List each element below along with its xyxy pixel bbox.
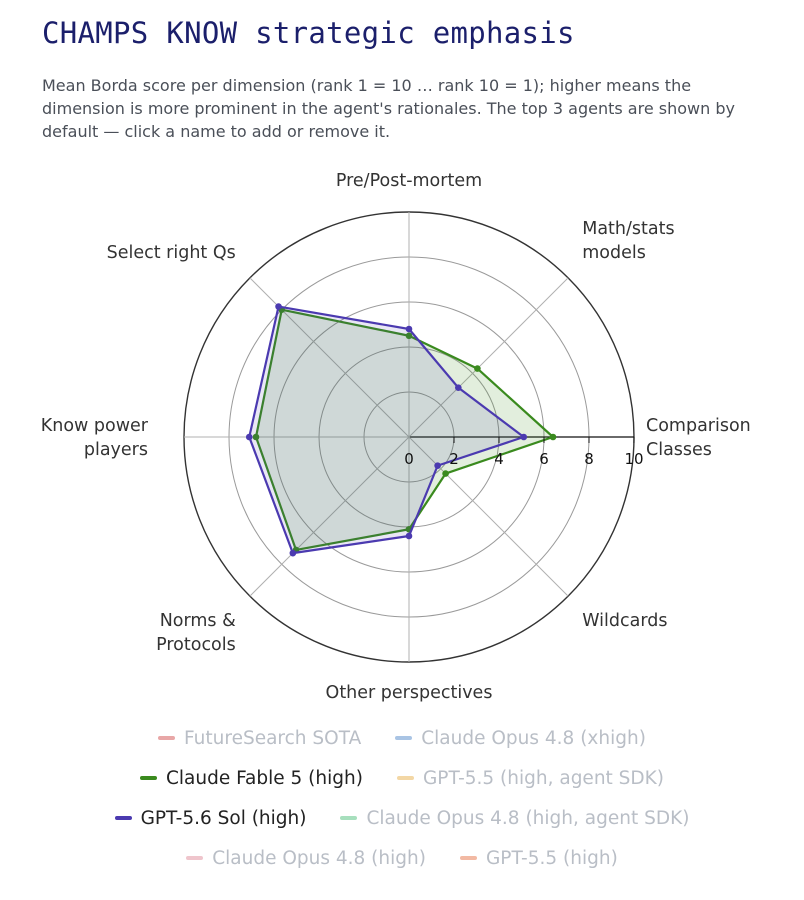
data-point (405, 532, 413, 540)
data-point (405, 325, 413, 333)
legend-row: Claude Fable 5 (high) GPT-5.5 (high, agen… (0, 758, 804, 798)
legend-swatch (158, 736, 176, 740)
legend-item[interactable]: Claude Fable 5 (high) (139, 767, 363, 789)
legend-item[interactable]: GPT-5.6 Sol (high) (114, 807, 307, 829)
chart-subtitle: Mean Borda score per dimension (rank 1 =… (42, 76, 735, 141)
legend-swatch (396, 776, 414, 780)
axis-label: Wildcards (582, 611, 667, 631)
legend-swatch (186, 856, 204, 860)
legend-label: GPT-5.5 (high) (485, 847, 618, 869)
legend-item[interactable]: GPT-5.5 (high, agent SDK) (396, 767, 665, 789)
legend-label: Claude Opus 4.8 (xhigh) (421, 727, 646, 749)
axis-label: Know power (41, 416, 149, 436)
axis-label: models (582, 243, 646, 263)
data-point (474, 365, 481, 372)
legend-label: FutureSearch SOTA (184, 727, 362, 749)
data-point (455, 384, 462, 391)
data-point (434, 462, 441, 469)
axis-label: Norms & (160, 611, 236, 631)
legend-label: GPT-5.6 Sol (high) (140, 807, 307, 829)
axis-label: players (84, 440, 148, 460)
axis-label: Math/stats (582, 219, 674, 239)
data-point (289, 549, 297, 557)
data-point (405, 332, 413, 340)
legend-label: Claude Opus 4.8 (high, agent SDK) (366, 807, 690, 829)
data-point (442, 470, 449, 477)
axis-label: Select right Qs (107, 243, 236, 263)
legend-swatch (114, 816, 132, 820)
axis-label: Comparison (646, 416, 751, 436)
radial-tick-label: 8 (584, 450, 594, 468)
legend-label: GPT-5.5 (high, agent SDK) (422, 767, 665, 789)
legend-label: Claude Fable 5 (high) (165, 767, 363, 789)
legend-row: Claude Opus 4.8 (high) GPT-5.5 (high) (0, 838, 804, 878)
legend-item[interactable]: Claude Opus 4.8 (high, agent SDK) (340, 808, 689, 829)
radial-tick-label: 10 (624, 450, 643, 468)
legend-swatch (340, 816, 358, 820)
data-point (245, 433, 253, 441)
legend-row: GPT-5.6 Sol (high) Claude Opus 4.8 (high,… (0, 798, 804, 838)
series-polygon (248, 305, 525, 555)
axis-label: Pre/Post-mortem (336, 171, 482, 191)
radial-tick-label: 2 (449, 450, 459, 468)
data-point (549, 433, 557, 441)
axis-label: Classes (646, 440, 712, 460)
legend-item[interactable]: Claude Opus 4.8 (xhigh) (395, 728, 646, 749)
legend-swatch (459, 856, 477, 860)
data-point (275, 303, 282, 310)
radial-tick-label: 4 (494, 450, 504, 468)
axis-label: Other perspectives (326, 683, 493, 703)
legend-swatch (139, 776, 157, 780)
legend-item[interactable]: GPT-5.5 (high) (459, 847, 618, 869)
legend-label: Claude Opus 4.8 (high) (212, 847, 426, 869)
axis-spoke (249, 436, 410, 597)
data-point (252, 433, 260, 441)
radial-tick-label: 0 (404, 450, 414, 468)
legend-row: FutureSearch SOTA Claude Opus 4.8 (xhigh) (0, 718, 804, 758)
legend-item[interactable]: Claude Opus 4.8 (high) (186, 848, 426, 869)
data-point (520, 433, 528, 441)
legend-swatch (395, 736, 413, 740)
axis-spoke (408, 277, 569, 438)
legend: FutureSearch SOTA Claude Opus 4.8 (xhigh)… (0, 718, 804, 878)
axis-label: Protocols (156, 635, 236, 655)
radial-tick-label: 6 (539, 450, 549, 468)
legend-item[interactable]: FutureSearch SOTA (158, 728, 361, 749)
page-title: CHAMPS KNOW strategic emphasis (42, 16, 575, 50)
